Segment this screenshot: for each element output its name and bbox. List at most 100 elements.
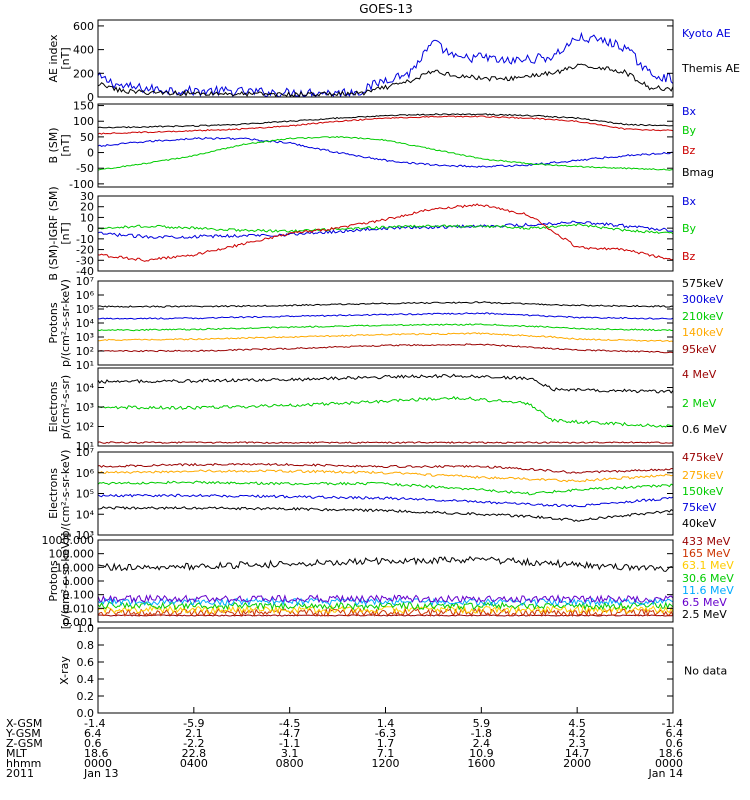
legend-entry: Bmag bbox=[682, 166, 714, 179]
y-tick-label: -20 bbox=[76, 244, 94, 257]
y-tick-label: 1.000 bbox=[63, 575, 95, 588]
ephemeris-row-label: 2011 bbox=[6, 767, 34, 780]
ephemeris-value: 6.4 bbox=[84, 727, 102, 740]
y-tick-label: 0 bbox=[87, 147, 94, 160]
legend-entry: Bz bbox=[682, 144, 696, 157]
series-line-210kev bbox=[98, 323, 673, 332]
legend-entry: 4 MeV bbox=[682, 368, 717, 381]
y-tick-label: -30 bbox=[76, 254, 94, 267]
y-axis-label-line: Electrons bbox=[47, 468, 60, 519]
ephemeris-table: X-GSM -1.4 -5.9 -4.5 1.4 5.9 4.5 -1.4 Y-GSM 6.4 2.… bbox=[5, 717, 683, 780]
legend-entry: By bbox=[682, 124, 697, 137]
legend-entry: 575keV bbox=[682, 277, 724, 290]
panel-frame bbox=[97, 103, 674, 188]
legend-entry: 150keV bbox=[682, 485, 724, 498]
series-line-95kev bbox=[98, 343, 673, 354]
series-line-4-mev bbox=[98, 441, 673, 444]
series-line-150kev bbox=[98, 480, 673, 496]
legend-entry: Kyoto AE bbox=[682, 27, 731, 40]
series-line-6-5-mev bbox=[98, 593, 673, 604]
y-tick-label: 10² bbox=[76, 421, 94, 434]
y-tick-label: 10¹ bbox=[76, 359, 94, 372]
y-tick-label: 600 bbox=[73, 20, 94, 33]
y-tick-label: 200 bbox=[73, 67, 94, 80]
panel-7: 0.0010.0100.1001.00010.000100.0001000.00… bbox=[42, 533, 735, 630]
legend-entry: Bx bbox=[682, 195, 697, 208]
no-data-note: No data bbox=[684, 665, 727, 678]
y-tick-label: 10⁵ bbox=[76, 303, 94, 316]
y-axis-label: AE index [nT] bbox=[47, 34, 72, 83]
ephemeris-row-label: X-GSM bbox=[6, 717, 42, 730]
ephemeris-value: 5.9 bbox=[473, 717, 491, 730]
ephemeris-value: 0400 bbox=[180, 757, 208, 770]
y-tick-label: 0.2 bbox=[77, 690, 95, 703]
y-tick-label: 10⁷ bbox=[76, 446, 94, 459]
ephemeris-row-label: Y-GSM bbox=[5, 727, 41, 740]
y-axis-label-line: [p/(cm²-s-sr-keV)] bbox=[59, 533, 72, 630]
y-tick-label: 1000.000 bbox=[42, 534, 95, 547]
y-axis-label: Protons [p/(cm²-s-sr-keV)] bbox=[47, 533, 72, 630]
ephemeris-value: -6.3 bbox=[375, 727, 396, 740]
panel-6: 10³ 10⁴ 10⁵ 10⁶ 10⁷ Electrons p/(cm²-s-sr-keV)… bbox=[47, 446, 724, 542]
y-axis-label-line: [nT] bbox=[59, 222, 72, 244]
legend-entry: 63.1 MeV bbox=[682, 559, 734, 572]
y-tick-label: 10⁵ bbox=[76, 488, 94, 501]
y-axis-label-line: Protons bbox=[47, 560, 60, 601]
y-tick-label: 10² bbox=[76, 345, 94, 358]
ephemeris-value: -1.8 bbox=[471, 727, 492, 740]
y-tick-label: 0.6 bbox=[77, 656, 95, 669]
y-tick-label: 10¹ bbox=[76, 440, 94, 453]
ephemeris-value: 14.7 bbox=[565, 747, 590, 760]
ephemeris-value: 18.6 bbox=[84, 747, 109, 760]
legend-entry: 11.6 MeV bbox=[682, 584, 734, 597]
panel-5: 10¹ 10² 10³ 10⁴ Electrons p/(cm²-s-sr) 4 MeV 2 … bbox=[47, 367, 727, 453]
ephemeris-value: Jan 14 bbox=[648, 767, 683, 780]
y-tick-label: -10 bbox=[76, 233, 94, 246]
y-axis-label: B (SM)-IGRF (SM) [nT] bbox=[47, 186, 72, 280]
y-tick-label: 0.010 bbox=[63, 602, 95, 615]
y-tick-label: 100.000 bbox=[49, 548, 95, 561]
series-line-bmag bbox=[98, 113, 673, 129]
panel-4-series bbox=[98, 301, 673, 354]
y-tick-label: 20 bbox=[80, 201, 94, 214]
panel-7-series bbox=[98, 555, 673, 618]
panel-frame bbox=[97, 280, 674, 366]
x-ticks bbox=[97, 707, 674, 713]
legend-entry: 30.6 MeV bbox=[682, 572, 734, 585]
ephemeris-value: 3.1 bbox=[281, 747, 299, 760]
y-axis-label-line: p/(cm²-s-sr) bbox=[59, 375, 72, 439]
legend-entry: 95keV bbox=[682, 343, 717, 356]
y-tick-label: 100 bbox=[73, 115, 94, 128]
legend-entry: 0.6 MeV bbox=[682, 423, 727, 436]
ephemeris-row-label: hhmm bbox=[6, 757, 41, 770]
series-line-bz bbox=[98, 115, 673, 135]
series-line-165-mev bbox=[98, 607, 673, 618]
panel-frame bbox=[97, 19, 674, 98]
ephemeris-value: 22.8 bbox=[182, 747, 207, 760]
y-tick-label: 30 bbox=[80, 190, 94, 203]
ephemeris-value: 18.6 bbox=[659, 747, 684, 760]
series-line-63-1-mev bbox=[98, 604, 673, 615]
ephemeris-value: 1.7 bbox=[377, 737, 395, 750]
figure-title: GOES-13 bbox=[359, 2, 413, 16]
y-axis-label: X-ray bbox=[58, 656, 71, 685]
legend-entry: 6.5 MeV bbox=[682, 596, 727, 609]
ephemeris-value: 2.3 bbox=[568, 737, 586, 750]
legend-entry: 475keV bbox=[682, 451, 724, 464]
ephemeris-value: 4.2 bbox=[568, 727, 586, 740]
ephemeris-value: -4.7 bbox=[279, 727, 300, 740]
ephemeris-value: 2000 bbox=[563, 757, 591, 770]
legend-entry: By bbox=[682, 222, 697, 235]
series-line-433-mev bbox=[98, 614, 673, 617]
legend-entry: 2.5 MeV bbox=[682, 608, 727, 621]
y-tick-label: 10⁷ bbox=[76, 275, 94, 288]
y-tick-label: -100 bbox=[69, 178, 94, 191]
y-axis-label-line: [nT] bbox=[59, 47, 72, 69]
series-line-bz bbox=[98, 203, 673, 262]
y-tick-label: 0.100 bbox=[63, 589, 95, 602]
series-line-2-mev bbox=[98, 395, 673, 428]
